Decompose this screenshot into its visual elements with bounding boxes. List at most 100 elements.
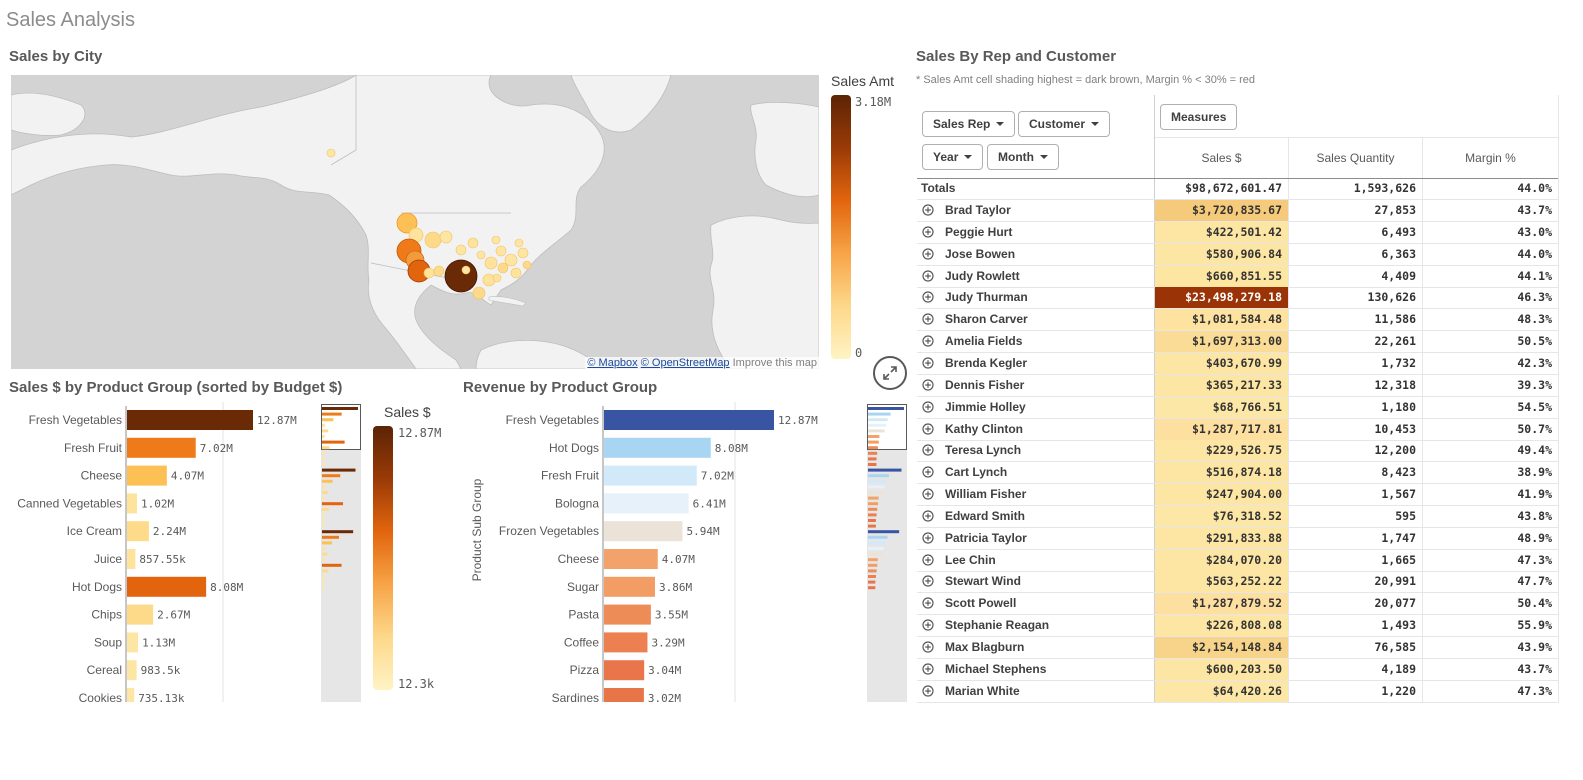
category-label[interactable]: Soup <box>94 635 122 649</box>
bar[interactable] <box>604 632 648 653</box>
bar-chart-1-svg[interactable]: Fresh Vegetables 12.87M Fresh Fruit 7.02M Ch… <box>0 402 365 702</box>
expand-row-icon[interactable] <box>922 313 934 325</box>
category-label[interactable]: Ice Cream <box>67 524 122 538</box>
rep-name[interactable]: Jose Bowen <box>945 246 1016 261</box>
bar[interactable] <box>604 493 689 514</box>
bar[interactable] <box>604 465 697 486</box>
table-row[interactable]: Jose Bowen $580,906.84 6,363 44.0% <box>917 243 1558 266</box>
sales-by-city-map[interactable]: © Mapbox © OpenStreetMap Improve this ma… <box>11 75 819 369</box>
bar[interactable] <box>127 688 135 702</box>
expand-button[interactable] <box>873 356 907 390</box>
rep-name[interactable]: Jimmie Holley <box>945 399 1026 414</box>
expand-row-icon[interactable] <box>922 597 934 609</box>
improve-map-link[interactable]: Improve this map <box>732 357 817 369</box>
expand-row-icon[interactable] <box>922 685 934 697</box>
expand-row-icon[interactable] <box>922 291 934 303</box>
table-row[interactable]: Brad Taylor $3,720,835.67 27,853 43.7% <box>917 200 1558 222</box>
rep-name[interactable]: Teresa Lynch <box>945 443 1022 458</box>
rep-name[interactable]: Sharon Carver <box>945 312 1028 327</box>
header-sales-quantity[interactable]: Sales Quantity <box>1316 151 1395 165</box>
table-row[interactable]: Stewart Wind $563,252.22 20,991 47.7% <box>917 571 1558 594</box>
table-row[interactable]: Lee Chin $284,070.20 1,665 47.3% <box>917 549 1558 572</box>
category-label[interactable]: Juice <box>94 552 122 566</box>
category-label[interactable]: Fresh Fruit <box>64 441 123 455</box>
expand-row-icon[interactable] <box>922 663 934 675</box>
table-row[interactable]: Peggie Hurt $422,501.42 6,493 43.0% <box>917 221 1558 244</box>
bar-chart-2-svg[interactable]: Fresh Vegetables 12.87M Hot Dogs 8.08M Fresh… <box>490 402 865 702</box>
table-row[interactable]: Amelia Fields $1,697,313.00 22,261 50.5% <box>917 331 1558 354</box>
expand-row-icon[interactable] <box>922 553 934 566</box>
customer-dimension-button[interactable]: Customer <box>1018 111 1111 137</box>
category-label[interactable]: Fresh Vegetables <box>29 413 122 427</box>
rep-name[interactable]: Michael Stephens <box>945 661 1047 676</box>
category-label[interactable]: Sugar <box>567 580 599 594</box>
expand-row-icon[interactable] <box>922 466 934 478</box>
header-sales[interactable]: Sales $ <box>1201 151 1242 165</box>
mapbox-link[interactable]: © Mapbox <box>587 357 638 369</box>
rep-name[interactable]: Judy Rowlett <box>945 268 1020 283</box>
expand-row-icon[interactable] <box>922 532 934 544</box>
table-row[interactable]: Edward Smith $76,318.52 595 43.8% <box>917 505 1558 528</box>
bar[interactable] <box>604 410 774 430</box>
rep-name[interactable]: Cart Lynch <box>945 465 1008 480</box>
rep-name[interactable]: Dennis Fisher <box>945 377 1025 392</box>
bar[interactable] <box>127 549 136 569</box>
header-margin[interactable]: Margin % <box>1465 151 1516 165</box>
rep-name[interactable]: Amelia Fields <box>945 334 1023 349</box>
table-row[interactable]: Cart Lynch $516,874.18 8,423 38.9% <box>917 462 1558 485</box>
expand-row-icon[interactable] <box>922 422 934 435</box>
category-label[interactable]: Cookies <box>79 691 122 702</box>
rep-name[interactable]: Kathy Clinton <box>945 421 1023 436</box>
bar[interactable] <box>604 437 711 458</box>
sales-rep-dimension-button[interactable]: Sales Rep <box>922 111 1016 137</box>
category-label[interactable]: Cheese <box>558 552 600 566</box>
rep-name[interactable]: Lee Chin <box>945 552 996 567</box>
rep-name[interactable]: Scott Powell <box>945 596 1017 611</box>
table-row[interactable]: Brenda Kegler $403,670.99 1,732 42.3% <box>917 352 1558 375</box>
expand-row-icon[interactable] <box>922 335 934 347</box>
table-row[interactable]: Kathy Clinton $1,287,717.81 10,453 50.7% <box>917 418 1558 441</box>
expand-row-icon[interactable] <box>922 269 934 282</box>
table-row[interactable]: Scott Powell $1,287,879.52 20,077 50.4% <box>917 593 1558 616</box>
category-label[interactable]: Canned Vegetables <box>17 496 122 510</box>
category-label[interactable]: Coffee <box>564 635 599 649</box>
category-label[interactable]: Fresh Fruit <box>541 469 600 483</box>
table-row[interactable]: Patricia Taylor $291,833.88 1,747 48.9% <box>917 527 1558 550</box>
bar-chart-2-scrollbar[interactable] <box>867 404 907 702</box>
expand-row-icon[interactable] <box>922 510 934 522</box>
bar[interactable] <box>127 410 253 430</box>
table-row[interactable]: Michael Stephens $600,203.50 4,189 43.7% <box>917 658 1558 681</box>
expand-row-icon[interactable] <box>922 248 934 260</box>
bar[interactable] <box>604 688 644 702</box>
bar[interactable] <box>127 465 167 486</box>
table-row[interactable]: William Fisher $247,904.00 1,567 41.9% <box>917 484 1558 507</box>
category-label[interactable]: Pasta <box>568 608 599 622</box>
category-label[interactable]: Bologna <box>555 496 599 510</box>
bar[interactable] <box>604 604 651 625</box>
table-row[interactable]: Dennis Fisher $365,217.33 12,318 39.3% <box>917 374 1558 397</box>
bar-chart-1-scrollbar[interactable] <box>321 404 361 702</box>
bar[interactable] <box>127 632 139 653</box>
table-row[interactable]: Jimmie Holley $68,766.51 1,180 54.5% <box>917 396 1558 419</box>
rep-name[interactable]: Edward Smith <box>945 508 1026 523</box>
category-label[interactable]: Sardines <box>552 691 599 702</box>
expand-row-icon[interactable] <box>922 619 934 631</box>
category-label[interactable]: Pizza <box>570 663 600 677</box>
table-row[interactable]: Teresa Lynch $229,526.75 12,200 49.4% <box>917 440 1558 463</box>
expand-row-icon[interactable] <box>922 379 934 391</box>
year-dimension-button[interactable]: Year <box>922 144 984 170</box>
measures-button[interactable]: Measures <box>1160 104 1238 130</box>
rep-name[interactable]: Max Blagburn <box>945 640 1025 654</box>
expand-row-icon[interactable] <box>922 444 934 456</box>
expand-row-icon[interactable] <box>922 575 934 588</box>
rep-name[interactable]: Judy Thurman <box>945 290 1028 305</box>
expand-row-icon[interactable] <box>922 357 934 369</box>
table-row[interactable]: Judy Thurman $23,498,279.18 130,626 46.3% <box>917 287 1558 310</box>
rep-name[interactable]: Brad Taylor <box>945 203 1011 217</box>
rep-name[interactable]: Marian White <box>945 683 1020 698</box>
osm-link[interactable]: © OpenStreetMap <box>640 357 730 369</box>
bar[interactable] <box>604 521 683 542</box>
rep-name[interactable]: Brenda Kegler <box>945 355 1028 370</box>
rep-name[interactable]: Stewart Wind <box>945 574 1021 589</box>
bar[interactable] <box>604 549 658 569</box>
